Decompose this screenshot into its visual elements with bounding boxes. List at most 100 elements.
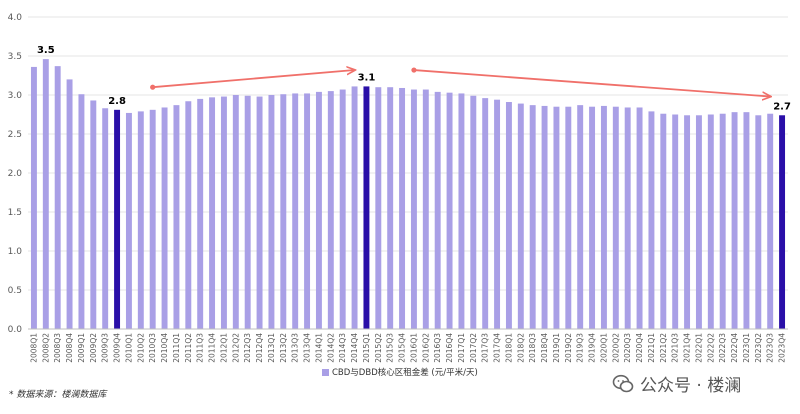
bar <box>779 115 786 329</box>
x-tick-label: 2022Q4 <box>730 333 739 363</box>
data-label: 2.8 <box>108 96 126 107</box>
x-tick-label: 2013Q4 <box>303 333 312 363</box>
data-label: 2.7 <box>773 101 791 112</box>
trend-arrow <box>413 69 770 97</box>
x-tick-label: 2016Q1 <box>409 333 418 363</box>
x-tick-label: 2012Q4 <box>255 333 264 363</box>
x-tick-label: 2011Q4 <box>208 333 217 363</box>
y-axis: 0.0 0.5 1.0 1.5 2.0 2.5 3.0 3.5 4.0 <box>8 13 23 335</box>
data-label: 3.5 <box>37 45 55 56</box>
x-tick-label: 2011Q2 <box>184 333 193 363</box>
x-tick-label: 2014Q2 <box>326 333 335 363</box>
bar <box>125 112 132 329</box>
bar <box>600 105 607 329</box>
bar <box>244 95 251 329</box>
x-tick-label: 2020Q2 <box>611 333 620 363</box>
x-tick-label: 2009Q4 <box>113 333 122 363</box>
x-tick-label: 2019Q1 <box>552 333 561 363</box>
bar <box>375 87 382 329</box>
bar <box>78 94 85 329</box>
bar <box>577 105 584 329</box>
x-tick-label: 2023Q3 <box>766 333 775 363</box>
bar <box>114 109 121 329</box>
bar <box>470 95 477 329</box>
x-tick-label: 2016Q4 <box>445 333 454 363</box>
bar <box>256 96 263 329</box>
x-tick-label: 2020Q1 <box>599 333 608 363</box>
bar <box>410 89 417 329</box>
x-tick-label: 2023Q4 <box>778 333 787 363</box>
trend-arrows <box>150 67 770 96</box>
x-tick-label: 2018Q1 <box>504 333 513 363</box>
y-tick-label: 1.5 <box>8 208 22 218</box>
bar <box>54 66 61 329</box>
x-tick-label: 2015Q4 <box>398 333 407 363</box>
x-tick-label: 2015Q1 <box>362 333 371 363</box>
bar <box>648 111 655 329</box>
x-tick-label: 2015Q3 <box>386 333 395 363</box>
bars <box>30 59 786 330</box>
x-tick-label: 2019Q2 <box>564 333 573 363</box>
x-tick-label: 2017Q1 <box>457 333 466 363</box>
trend-arrow <box>152 70 355 89</box>
x-tick-label: 2010Q4 <box>160 333 169 363</box>
bar <box>173 105 180 329</box>
bar <box>30 66 37 330</box>
wechat-icon <box>612 374 634 392</box>
x-tick-label: 2019Q4 <box>588 333 597 363</box>
x-tick-label: 2010Q1 <box>124 333 133 363</box>
bar <box>529 105 536 329</box>
x-tick-label: 2016Q2 <box>421 333 430 363</box>
bar <box>446 92 453 329</box>
bar <box>185 101 192 330</box>
bar <box>672 114 679 329</box>
x-tick-label: 2018Q4 <box>540 333 549 363</box>
bar <box>553 106 560 329</box>
x-tick-label: 2009Q2 <box>89 333 98 363</box>
y-tick-label: 0.5 <box>8 286 22 296</box>
x-tick-label: 2017Q4 <box>493 333 502 363</box>
bar <box>292 93 299 329</box>
legend-label: CBD与DBD核心区租金差 (元/平米/天) <box>332 368 478 378</box>
bar <box>660 113 667 329</box>
x-tick-label: 2011Q3 <box>196 333 205 363</box>
x-tick-label: 2020Q3 <box>623 333 632 363</box>
x-tick-label: 2021Q4 <box>683 333 692 363</box>
x-tick-label: 2012Q3 <box>243 333 252 363</box>
bar <box>149 109 156 329</box>
legend: CBD与DBD核心区租金差 (元/平米/天) <box>322 366 478 378</box>
bar <box>66 79 73 330</box>
bar <box>102 108 109 329</box>
x-tick-label: 2021Q1 <box>647 333 656 363</box>
x-tick-label: 2022Q1 <box>694 333 703 363</box>
bar <box>695 115 702 329</box>
x-tick-label: 2018Q3 <box>528 333 537 363</box>
data-source-note: * 数据来源：楼澜数据库 <box>9 390 107 400</box>
x-tick-label: 2009Q3 <box>101 333 110 363</box>
x-tick-label: 2015Q2 <box>374 333 383 363</box>
bar <box>422 89 429 329</box>
bar <box>351 86 358 329</box>
bar <box>565 106 572 329</box>
x-tick-label: 2012Q1 <box>219 333 228 363</box>
bar <box>684 115 691 329</box>
bar <box>743 112 750 329</box>
watermark-text: 公众号 · 楼澜 <box>640 376 742 396</box>
bar <box>327 91 334 329</box>
x-tick-label: 2014Q3 <box>338 333 347 363</box>
x-tick-label: 2018Q2 <box>516 333 525 363</box>
x-tick-label: 2016Q3 <box>433 333 442 363</box>
x-tick-label: 2023Q1 <box>742 333 751 363</box>
x-tick-label: 2022Q2 <box>706 333 715 363</box>
x-tick-label: 2021Q2 <box>659 333 668 363</box>
bar <box>220 96 227 329</box>
x-tick-label: 2017Q3 <box>481 333 490 363</box>
bar <box>399 87 406 329</box>
bar <box>755 115 762 329</box>
bar <box>42 59 49 330</box>
x-tick-label: 2011Q1 <box>172 333 181 363</box>
x-tick-label: 2013Q1 <box>267 333 276 363</box>
bar <box>589 106 596 329</box>
bar <box>315 91 322 329</box>
